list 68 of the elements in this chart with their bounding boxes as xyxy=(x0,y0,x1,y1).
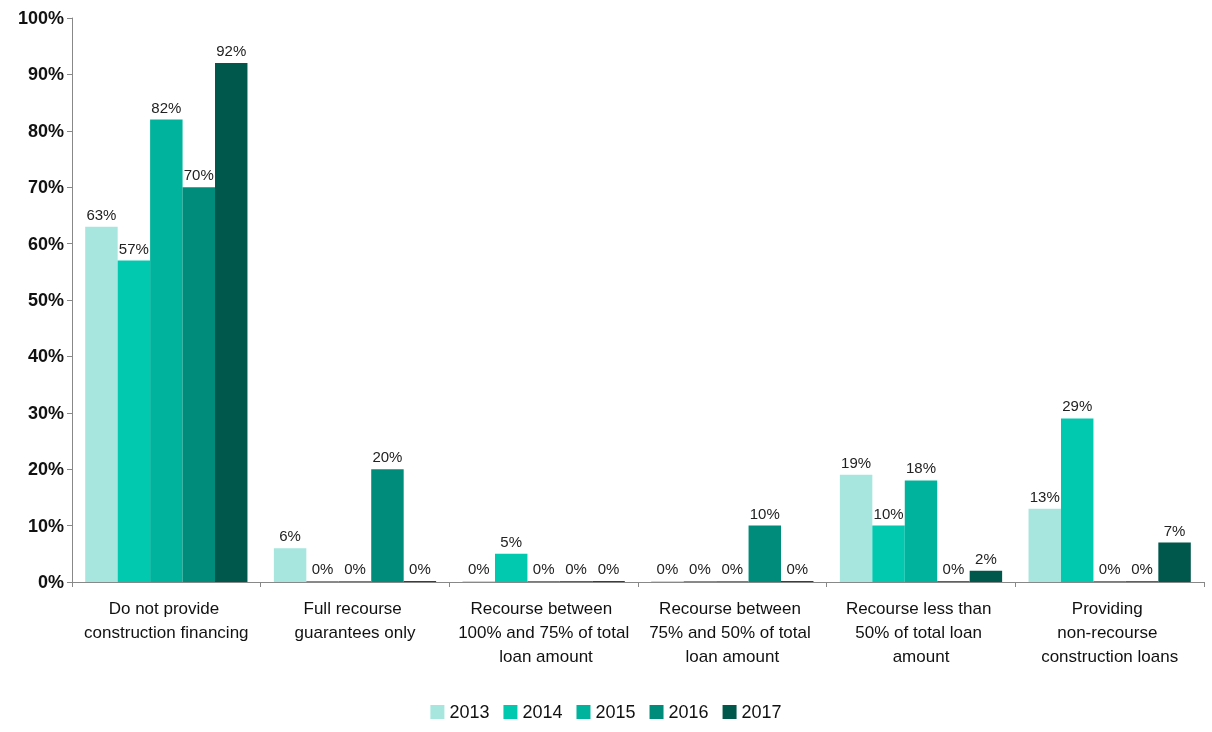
legend-label: 2014 xyxy=(522,702,563,722)
data-label: 0% xyxy=(532,560,555,577)
y-tick-label: 100% xyxy=(17,8,64,28)
data-label: 0% xyxy=(689,560,711,577)
bar xyxy=(1060,418,1094,582)
bar xyxy=(494,553,528,582)
data-label: 0% xyxy=(721,560,744,577)
data-label: 0% xyxy=(786,560,809,577)
data-label: 13% xyxy=(1029,487,1060,505)
data-label: 5% xyxy=(500,532,523,550)
y-tick-label: 30% xyxy=(27,402,64,423)
data-label: 0% xyxy=(1131,560,1153,577)
x-tick-label: Full recourse guarantees only xyxy=(294,598,416,642)
bar xyxy=(839,474,873,582)
data-label: 18% xyxy=(905,459,937,477)
data-label: 0% xyxy=(565,560,587,577)
data-label: 92% xyxy=(216,42,247,60)
bar xyxy=(150,119,183,582)
y-tick-label: 90% xyxy=(27,64,64,85)
y-tick-label: 60% xyxy=(27,233,64,254)
x-tick-label: Do not provide construction financing xyxy=(84,598,249,642)
data-label: 0% xyxy=(942,560,965,577)
bar xyxy=(85,226,118,582)
bar xyxy=(117,260,151,582)
data-label: 82% xyxy=(151,98,182,116)
data-label: 0% xyxy=(311,560,334,577)
y-tick-label: 80% xyxy=(27,120,64,141)
y-tick-label: 0% xyxy=(37,572,64,592)
bar xyxy=(748,525,782,582)
data-label: 0% xyxy=(409,560,431,577)
data-label: 10% xyxy=(749,504,780,522)
legend-label: 2013 xyxy=(449,702,490,722)
x-tick-label: Recourse less than 50% of total loan amount xyxy=(845,598,997,666)
data-label: 19% xyxy=(841,453,872,471)
legend-label: 2017 xyxy=(741,702,782,722)
data-label: 57% xyxy=(118,239,149,257)
x-tick-label: Providing non-recourse construction loans xyxy=(1041,598,1179,666)
bar xyxy=(1158,542,1191,582)
data-label: 0% xyxy=(656,560,679,577)
data-label: 6% xyxy=(279,527,301,545)
data-label: 0% xyxy=(467,560,490,577)
data-label: 0% xyxy=(597,560,620,577)
data-label: 70% xyxy=(183,166,214,184)
bar xyxy=(1028,508,1061,582)
data-label: 63% xyxy=(86,205,117,223)
data-label: 2% xyxy=(975,549,997,567)
data-label: 0% xyxy=(1098,560,1121,577)
data-label: 0% xyxy=(344,560,366,577)
bar xyxy=(273,548,307,582)
y-tick-label: 40% xyxy=(27,346,64,367)
y-tick-label: 70% xyxy=(27,177,64,198)
y-tick-label: 20% xyxy=(27,459,64,480)
x-tick-label: Recourse between 75% and 50% of total loan amount xyxy=(649,598,816,666)
legend-label: 2016 xyxy=(668,702,709,722)
data-label: 29% xyxy=(1062,397,1093,415)
bar xyxy=(872,525,905,582)
bar xyxy=(182,187,216,582)
legend-label: 2015 xyxy=(595,702,636,722)
data-label: 20% xyxy=(372,448,403,466)
data-label: 7% xyxy=(1163,521,1186,539)
bar xyxy=(904,480,938,582)
y-tick-label: 50% xyxy=(27,290,64,310)
bar xyxy=(371,469,404,582)
y-tick-label: 10% xyxy=(27,515,64,536)
bar xyxy=(215,63,248,582)
x-tick-label: Recourse between 100% and 75% of total loan amount xyxy=(458,598,630,666)
data-label: 10% xyxy=(873,504,904,522)
bar xyxy=(969,570,1003,582)
